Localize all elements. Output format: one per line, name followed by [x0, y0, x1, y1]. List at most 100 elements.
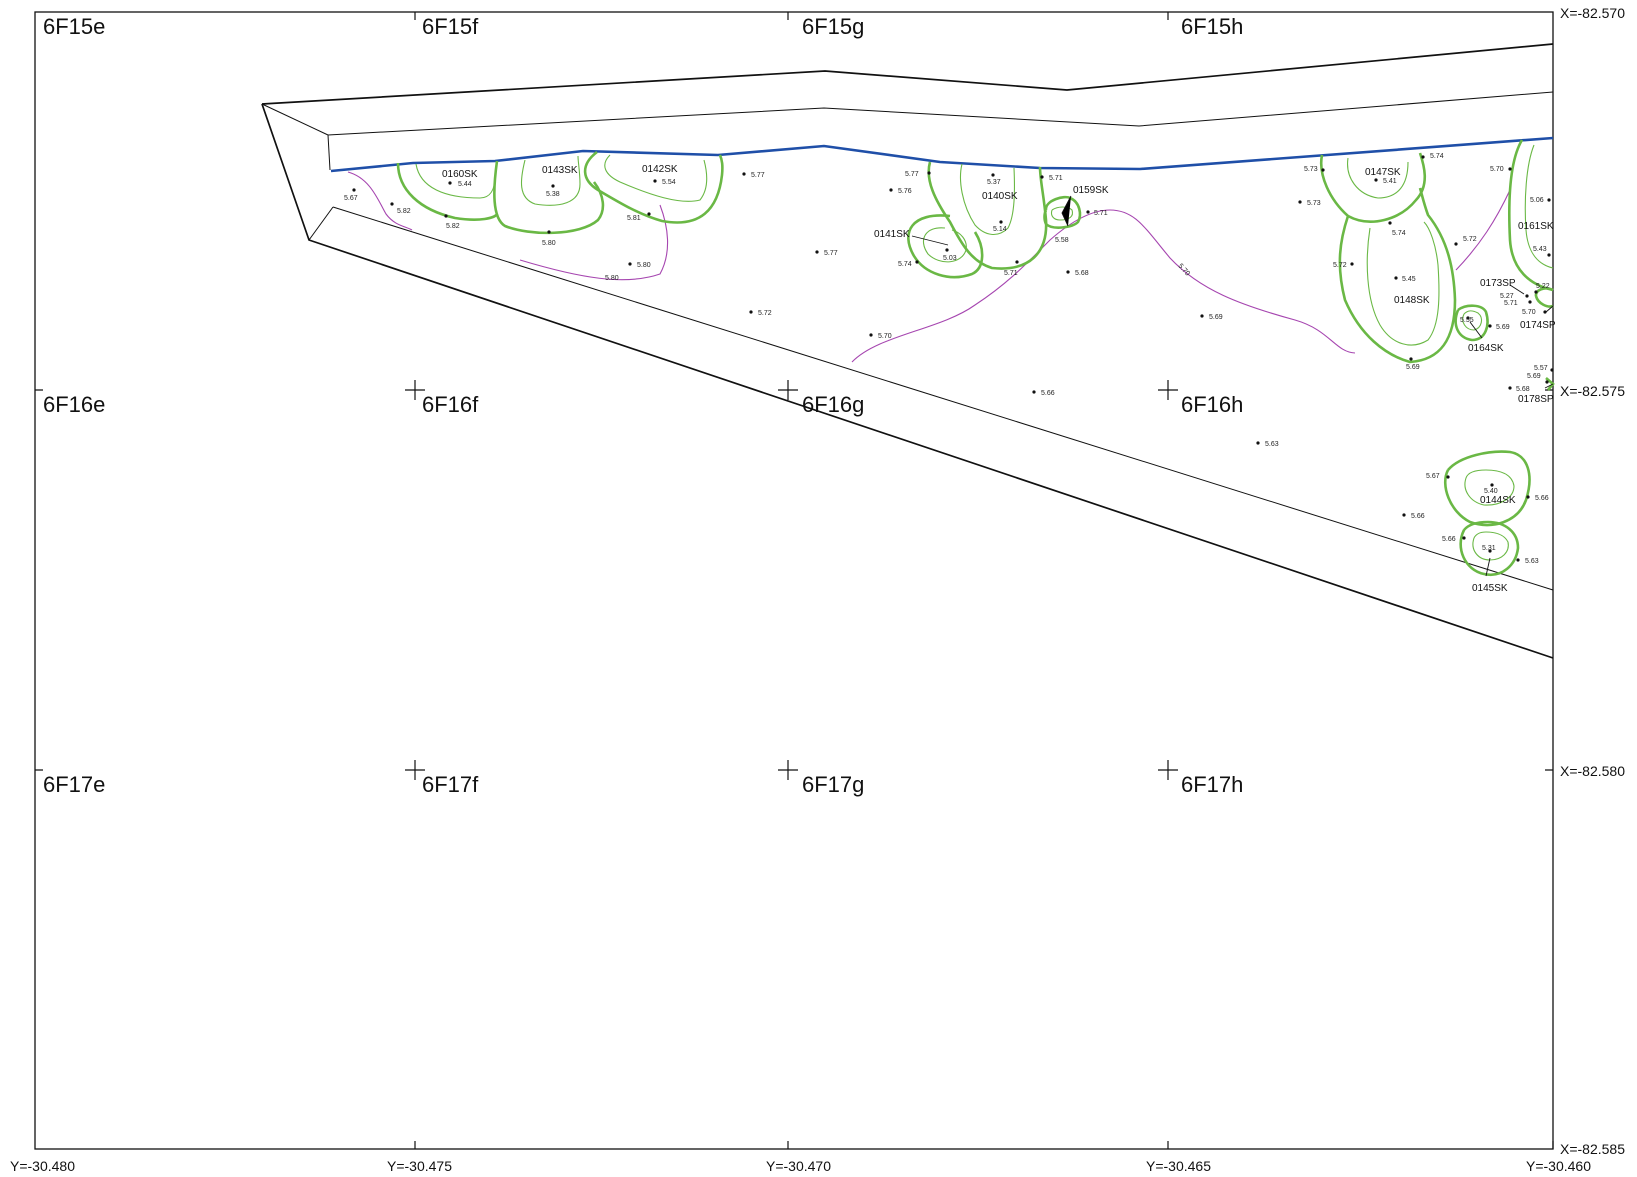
- x-coordinate-label: X=-82.570: [1560, 5, 1625, 21]
- survey-point: [1066, 270, 1070, 274]
- feature-label: 0160SK: [442, 169, 478, 180]
- survey-point: [352, 188, 356, 192]
- pit-outline: [1508, 139, 1554, 292]
- survey-point: [1256, 441, 1260, 445]
- elevation-label: 5.81: [627, 215, 641, 222]
- survey-point: [1528, 300, 1532, 304]
- contour-line: [1455, 189, 1511, 271]
- survey-point: [1409, 357, 1413, 361]
- elevation-label: 5.03: [943, 255, 957, 262]
- elevation-label: 5.58: [1055, 237, 1069, 244]
- survey-point: [1200, 314, 1204, 318]
- leader-line: [1544, 383, 1554, 389]
- survey-point: [742, 172, 746, 176]
- grid-tick-bottom: [414, 1141, 1554, 1149]
- elevation-label: 5.22: [1536, 283, 1550, 290]
- survey-point: [1321, 168, 1325, 172]
- elevation-label: 5.70: [878, 333, 892, 340]
- feature-label: 0147SK: [1365, 167, 1401, 178]
- pit-inner-contour: [923, 227, 967, 263]
- feature-labels: 0160SK 0143SK 0142SK 0140SK 0141SK 0159S…: [442, 164, 1556, 594]
- feature-label: 0143SK: [542, 165, 578, 176]
- survey-point: [551, 184, 555, 188]
- grid-cell-label: 6F17g: [802, 772, 864, 797]
- grid-cell-label: 6F15f: [422, 14, 479, 39]
- survey-point: [1402, 513, 1406, 517]
- survey-point: [1525, 294, 1529, 298]
- pit-inner-contour: [1464, 469, 1515, 506]
- survey-point: [1015, 260, 1019, 264]
- trench-step-top-line: [327, 91, 1554, 136]
- feature-label: 0141SK: [874, 229, 910, 240]
- pit-outline: [927, 161, 1048, 270]
- elevation-label: 5.72: [758, 310, 772, 317]
- elevation-label: 5.41: [1383, 178, 1397, 185]
- survey-point: [869, 333, 873, 337]
- pit-outline: [1043, 195, 1082, 229]
- grid-cross: [405, 760, 425, 780]
- leader-line: [1469, 321, 1483, 339]
- elevation-label: 5.14: [993, 226, 1007, 233]
- survey-point: [749, 310, 753, 314]
- leader-lines: [911, 195, 1554, 577]
- pit-outline: [1454, 304, 1489, 342]
- survey-point: [628, 262, 632, 266]
- elevation-label: 5.80: [605, 275, 619, 282]
- pit-inner-contour: [1366, 221, 1440, 346]
- elevation-label: 5.82: [397, 208, 411, 215]
- survey-point: [1508, 386, 1512, 390]
- grid-cell-label: 6F15h: [1181, 14, 1243, 39]
- elevation-label: 5.63: [1525, 558, 1539, 565]
- elevation-label: 5.38: [546, 191, 560, 198]
- grid-tick-left: [35, 389, 43, 771]
- x-coordinate-label: X=-82.575: [1560, 383, 1625, 399]
- survey-point: [1454, 242, 1458, 246]
- elevation-label: 5.66: [1442, 536, 1456, 543]
- survey-points: [352, 155, 1554, 562]
- grid-cell-label: 6F17f: [422, 772, 479, 797]
- survey-point: [653, 179, 657, 183]
- contour-line: [347, 171, 413, 231]
- elevation-label: 5.68: [1075, 270, 1089, 277]
- survey-point: [1543, 310, 1547, 314]
- survey-point: [1446, 475, 1450, 479]
- survey-point: [1545, 380, 1549, 384]
- pit-inner-contour: [959, 163, 1016, 235]
- pit-outline: [1459, 520, 1520, 577]
- survey-point: [991, 173, 995, 177]
- elevation-label: 5.27: [1500, 293, 1514, 300]
- elevation-label: 5.69: [1496, 324, 1510, 331]
- elevation-label: 5.69: [1527, 373, 1541, 380]
- pit-inner-contour: [1050, 206, 1074, 221]
- survey-point: [945, 248, 949, 252]
- y-coordinate-label: Y=-30.475: [387, 1158, 452, 1174]
- grid-tick-top: [414, 12, 1169, 20]
- elevation-label: 5.06: [1530, 197, 1544, 204]
- feature-label: 0142SK: [642, 164, 678, 175]
- elevation-label: 5.69: [1406, 364, 1420, 371]
- survey-point: [647, 212, 651, 216]
- grid-cell-label: 6F16e: [43, 392, 105, 417]
- survey-point: [1488, 549, 1492, 553]
- grid-cell-label: 6F17h: [1181, 772, 1243, 797]
- pit-inner-contour: [1472, 531, 1509, 561]
- trench-step-corner: [261, 103, 334, 241]
- survey-point: [1516, 558, 1520, 562]
- survey-point: [889, 188, 893, 192]
- elevation-label: 5.76: [898, 188, 912, 195]
- feature-label: 0159SK: [1073, 185, 1109, 196]
- elevation-label: 5.68: [1516, 386, 1530, 393]
- pit-outline: [1545, 377, 1555, 391]
- survey-point: [1040, 175, 1044, 179]
- pits: [396, 139, 1555, 577]
- elevation-label: 5.71: [1094, 210, 1108, 217]
- survey-point: [1350, 262, 1354, 266]
- survey-point: [547, 230, 551, 234]
- survey-point: [1526, 495, 1530, 499]
- elevation-label: 5.31: [1482, 545, 1496, 552]
- survey-point: [1547, 198, 1551, 202]
- survey-point: [1508, 167, 1512, 171]
- elevation-label: 5.57: [1534, 365, 1548, 372]
- survey-point: [1032, 390, 1036, 394]
- trench-outline: [261, 43, 1554, 659]
